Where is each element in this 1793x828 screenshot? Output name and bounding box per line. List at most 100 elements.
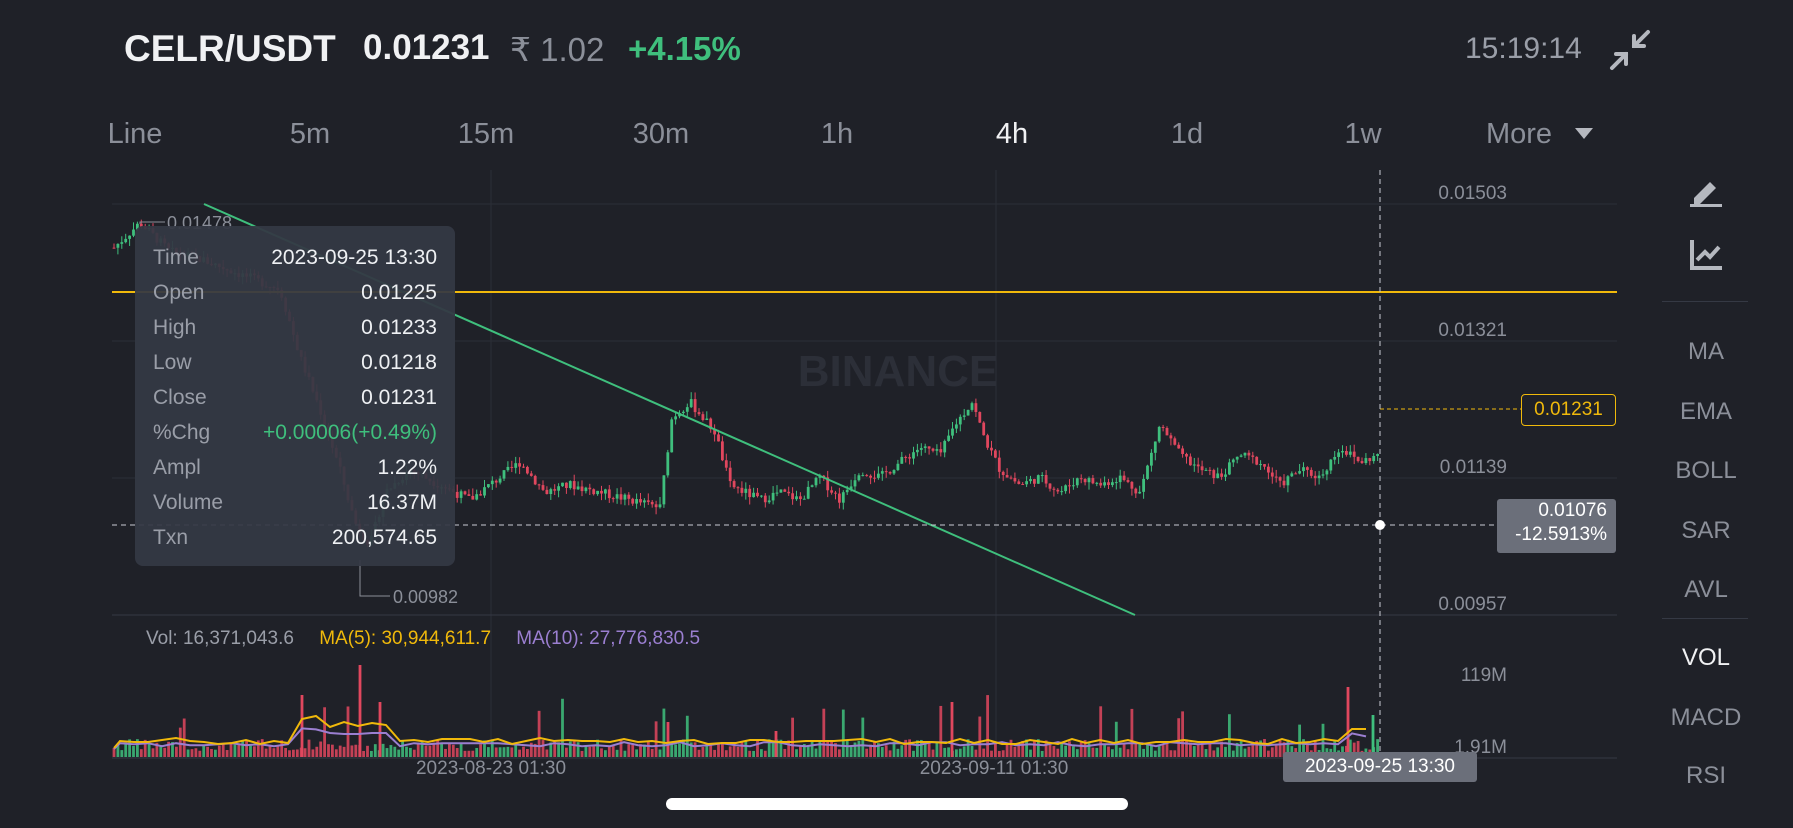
- candle-body: [1150, 452, 1153, 466]
- candle-body: [919, 448, 923, 450]
- indicator-rsi[interactable]: RSI: [1685, 762, 1726, 784]
- volume-bar: [545, 749, 549, 757]
- candle-body: [1009, 477, 1013, 479]
- tab-15m[interactable]: 15m: [457, 118, 515, 150]
- tab-1h[interactable]: 1h: [820, 118, 854, 150]
- volume-bar: [350, 745, 354, 757]
- candle-body: [908, 457, 911, 459]
- volume-bar: [1099, 706, 1103, 757]
- volume-bar: [303, 748, 307, 757]
- candle-body: [767, 500, 771, 503]
- volume-axis-label: 119M: [1460, 665, 1507, 686]
- volume-bar: [553, 741, 557, 757]
- volume-bar: [136, 739, 139, 757]
- candle-body: [760, 495, 763, 497]
- candle-body: [1146, 465, 1149, 479]
- candle-body: [1169, 435, 1173, 439]
- candle-body: [526, 466, 529, 474]
- indicator-vol[interactable]: VOL: [1681, 644, 1731, 671]
- tab-4h[interactable]: 4h: [995, 118, 1029, 150]
- tab-1w[interactable]: 1w: [1344, 118, 1382, 150]
- volume-bar: [1064, 745, 1067, 757]
- candle-body: [1056, 489, 1060, 492]
- volume-bar: [1150, 745, 1153, 757]
- candle-body: [580, 486, 584, 492]
- candle-body: [1306, 467, 1309, 470]
- volume-bar: [748, 750, 752, 757]
- volume-bar: [596, 739, 599, 757]
- high-marker-line: [139, 221, 165, 224]
- volume-bar: [607, 745, 611, 757]
- tab-1d[interactable]: 1d: [1170, 118, 1204, 150]
- candle-body: [795, 496, 798, 500]
- volume-bar: [459, 743, 463, 757]
- candle-body: [674, 416, 677, 420]
- chevron-down-icon[interactable]: [1575, 127, 1593, 145]
- tab-more[interactable]: More: [1485, 118, 1553, 150]
- volume-bar: [1122, 744, 1126, 757]
- indicator-macd[interactable]: MACD: [1670, 704, 1742, 731]
- volume-bar: [1153, 750, 1157, 757]
- volume-bar: [311, 749, 315, 757]
- volume-bar: [970, 745, 974, 757]
- pair-symbol[interactable]: CELR/USDT: [124, 28, 336, 69]
- home-indicator[interactable]: [666, 798, 1128, 810]
- volume-bar: [724, 750, 728, 757]
- draw-icon[interactable]: [1688, 174, 1724, 213]
- last-price: 0.01231: [363, 28, 490, 67]
- candle-body: [518, 463, 521, 467]
- candle-body: [857, 475, 861, 481]
- indicator-avl[interactable]: AVL: [1684, 576, 1728, 603]
- volume-bar: [994, 741, 997, 757]
- volume-bar: [787, 740, 791, 757]
- indicator-sar[interactable]: SAR: [1681, 517, 1731, 544]
- volume-bar: [241, 740, 245, 757]
- volume-bar: [986, 695, 989, 757]
- volume-bar: [912, 750, 915, 757]
- candle-body: [1107, 482, 1110, 486]
- volume-bar: [1169, 750, 1173, 757]
- candle-body: [1157, 426, 1161, 442]
- chart-indicator-icon[interactable]: [1688, 238, 1724, 277]
- tab-30m[interactable]: 30m: [632, 118, 690, 150]
- volume-bar: [662, 708, 666, 757]
- volume-bar: [950, 702, 954, 757]
- candle-body: [834, 492, 837, 494]
- volume-bar: [373, 744, 377, 757]
- candle-body: [892, 470, 896, 474]
- volume-bar: [1177, 718, 1181, 757]
- volume-bar: [1161, 744, 1165, 757]
- volume-bar: [1247, 746, 1251, 757]
- candle-body: [1376, 454, 1379, 456]
- volume-bar: [1142, 748, 1145, 757]
- volume-bar: [654, 721, 658, 757]
- inr-price: ₹ 1.02: [510, 31, 605, 68]
- volume-bar: [845, 741, 849, 757]
- candle-body: [869, 475, 872, 478]
- volume-bar: [1111, 749, 1114, 757]
- candle-body: [529, 473, 533, 476]
- volume-bar: [658, 749, 662, 757]
- candle-body: [533, 475, 537, 485]
- volume-bar: [1146, 742, 1149, 757]
- candle-body: [783, 489, 787, 492]
- volume-bar: [338, 745, 342, 757]
- indicator-boll[interactable]: BOLL: [1675, 457, 1737, 484]
- collapse-icon[interactable]: [1608, 28, 1652, 72]
- indicator-ma[interactable]: MA: [1688, 338, 1724, 365]
- candle-body: [865, 475, 869, 477]
- volume-bar: [510, 747, 514, 757]
- candle-body: [666, 452, 670, 476]
- volume-bar: [272, 748, 276, 757]
- candle-body: [1033, 479, 1036, 484]
- candle-body: [537, 484, 541, 486]
- volume-bar: [432, 742, 436, 757]
- candle-body: [1173, 438, 1177, 445]
- indicator-ema[interactable]: EMA: [1679, 398, 1732, 425]
- volume-bar: [646, 741, 650, 757]
- tab-line[interactable]: Line: [107, 118, 163, 150]
- candle-body: [1208, 469, 1212, 471]
- volume-bar: [1278, 740, 1282, 757]
- candle-body: [510, 466, 514, 468]
- tab-5m[interactable]: 5m: [289, 118, 331, 150]
